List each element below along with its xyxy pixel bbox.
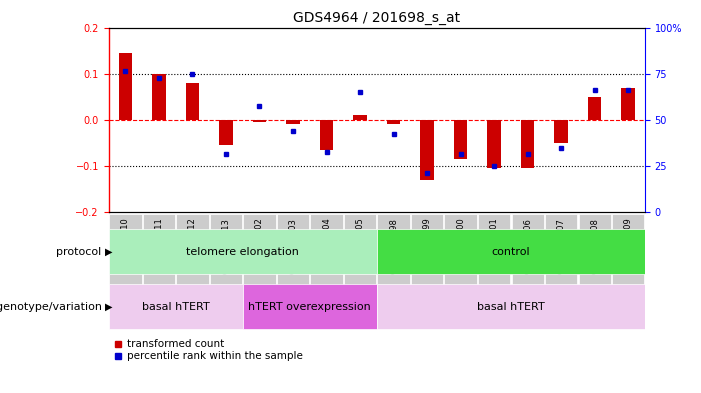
Bar — [588, 97, 601, 120]
Text: GSM1019109: GSM1019109 — [624, 218, 633, 274]
Bar — [143, 214, 175, 285]
Text: GSM1019106: GSM1019106 — [523, 218, 532, 274]
Text: GSM1019111: GSM1019111 — [154, 218, 163, 274]
Bar — [177, 214, 208, 285]
Bar — [622, 88, 635, 120]
Text: ▶: ▶ — [105, 301, 113, 312]
Bar — [421, 120, 434, 180]
Text: GSM1019113: GSM1019113 — [222, 218, 231, 274]
Bar — [377, 229, 645, 274]
Bar — [210, 214, 242, 285]
Bar — [286, 120, 300, 125]
Text: genotype/variation: genotype/variation — [0, 301, 105, 312]
Bar — [320, 120, 333, 150]
Bar — [387, 120, 400, 125]
Bar — [344, 214, 376, 285]
Text: GSM1019110: GSM1019110 — [121, 218, 130, 274]
Text: GSM1019101: GSM1019101 — [489, 218, 498, 274]
Bar — [444, 214, 477, 285]
Bar — [109, 214, 142, 285]
Text: GSM1019112: GSM1019112 — [188, 218, 197, 274]
Bar — [554, 120, 568, 143]
Text: GSM1019105: GSM1019105 — [355, 218, 365, 274]
Bar — [521, 120, 534, 168]
Bar — [243, 284, 377, 329]
Bar — [612, 214, 644, 285]
Text: GSM1019098: GSM1019098 — [389, 218, 398, 274]
Title: GDS4964 / 201698_s_at: GDS4964 / 201698_s_at — [293, 11, 461, 25]
Bar — [243, 214, 275, 285]
Text: GSM1019102: GSM1019102 — [255, 218, 264, 274]
Bar — [353, 115, 367, 120]
Bar — [109, 229, 377, 274]
Bar — [377, 214, 409, 285]
Text: basal hTERT: basal hTERT — [142, 301, 210, 312]
Bar — [578, 214, 611, 285]
Bar — [186, 83, 199, 120]
Bar — [311, 214, 343, 285]
Bar — [253, 120, 266, 122]
Text: hTERT overexpression: hTERT overexpression — [248, 301, 371, 312]
Bar — [152, 73, 165, 120]
Text: GSM1019104: GSM1019104 — [322, 218, 331, 274]
Text: protocol: protocol — [56, 246, 105, 257]
Bar — [377, 284, 645, 329]
Bar — [545, 214, 577, 285]
Text: telomere elongation: telomere elongation — [186, 246, 299, 257]
Text: GSM1019103: GSM1019103 — [289, 218, 297, 274]
Text: GSM1019107: GSM1019107 — [557, 218, 566, 274]
Bar — [219, 120, 233, 145]
Bar — [512, 214, 544, 285]
Text: GSM1019100: GSM1019100 — [456, 218, 465, 274]
Bar — [411, 214, 443, 285]
Bar — [454, 120, 468, 159]
Text: GSM1019099: GSM1019099 — [423, 218, 432, 274]
Bar — [109, 284, 243, 329]
Text: GSM1019108: GSM1019108 — [590, 218, 599, 274]
Text: ▶: ▶ — [105, 246, 113, 257]
Text: control: control — [491, 246, 530, 257]
Text: basal hTERT: basal hTERT — [477, 301, 545, 312]
Bar — [118, 53, 132, 120]
Bar — [478, 214, 510, 285]
Bar — [487, 120, 501, 168]
Bar — [277, 214, 309, 285]
Legend: transformed count, percentile rank within the sample: transformed count, percentile rank withi… — [114, 339, 304, 361]
